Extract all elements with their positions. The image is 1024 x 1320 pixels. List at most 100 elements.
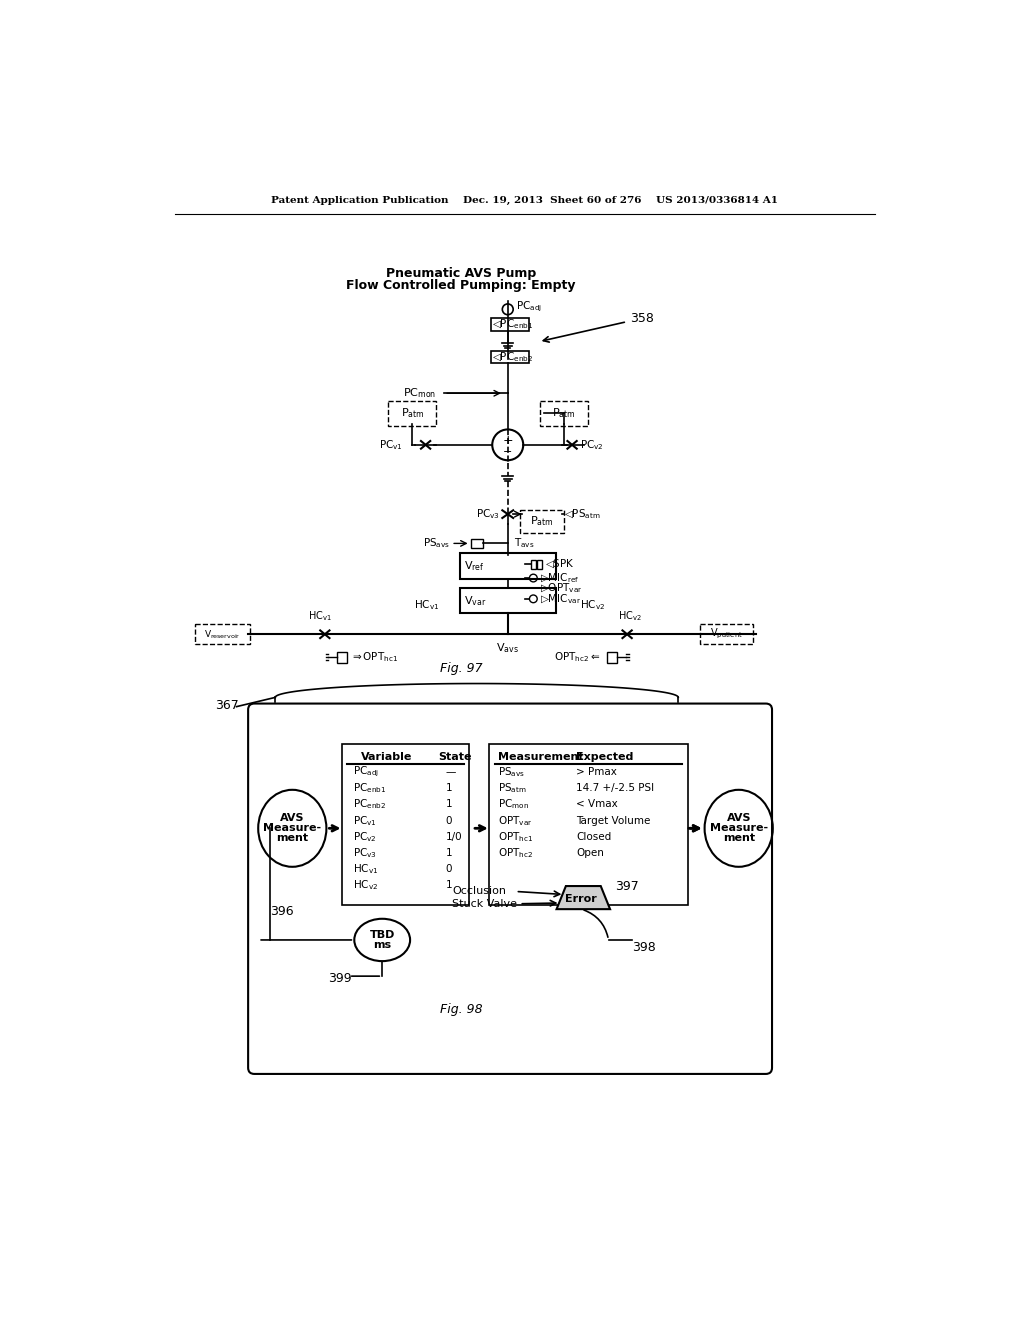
Text: ms: ms — [373, 940, 391, 950]
Text: Expected: Expected — [575, 752, 633, 763]
Text: V$_{\sf avs}$: V$_{\sf avs}$ — [497, 642, 519, 655]
Text: State: State — [438, 752, 471, 763]
Text: V$_{\sf var}$: V$_{\sf var}$ — [464, 594, 486, 609]
Text: Pneumatic AVS Pump: Pneumatic AVS Pump — [386, 268, 537, 280]
Text: P$_{\sf atm}$: P$_{\sf atm}$ — [552, 407, 575, 420]
Polygon shape — [557, 886, 610, 909]
FancyBboxPatch shape — [700, 624, 754, 644]
Text: −: − — [503, 446, 512, 457]
Text: V$_{\sf patient}$: V$_{\sf patient}$ — [710, 627, 742, 642]
Text: V$_{\sf reservoir}$: V$_{\sf reservoir}$ — [204, 628, 240, 640]
Text: 396: 396 — [270, 906, 294, 917]
Text: $\lhd$PC$_{\sf enb1}$: $\lhd$PC$_{\sf enb1}$ — [493, 317, 534, 331]
Text: +: + — [503, 434, 513, 447]
Text: TBD: TBD — [370, 929, 395, 940]
Text: HC$_{\sf v2}$: HC$_{\sf v2}$ — [352, 878, 378, 892]
Text: Fig. 98: Fig. 98 — [440, 1003, 482, 1016]
FancyBboxPatch shape — [520, 510, 563, 533]
FancyBboxPatch shape — [195, 624, 250, 644]
Text: ment: ment — [723, 833, 755, 843]
FancyBboxPatch shape — [388, 401, 436, 425]
FancyBboxPatch shape — [540, 401, 588, 425]
Text: T$_{\sf avs}$: T$_{\sf avs}$ — [514, 536, 535, 550]
Text: $\rhd$MIC$_{\sf var}$: $\rhd$MIC$_{\sf var}$ — [541, 593, 582, 606]
Text: Measure-: Measure- — [263, 824, 322, 833]
Text: 399: 399 — [328, 972, 351, 985]
Text: $\rhd$MIC$_{\sf ref}$: $\rhd$MIC$_{\sf ref}$ — [541, 572, 580, 585]
Text: > Pmax: > Pmax — [575, 767, 616, 777]
Text: < Vmax: < Vmax — [575, 800, 617, 809]
Text: PS$_{\sf atm}$: PS$_{\sf atm}$ — [499, 781, 527, 795]
Text: Occlusion: Occlusion — [452, 887, 506, 896]
Text: AVS: AVS — [726, 813, 751, 824]
FancyBboxPatch shape — [490, 351, 529, 363]
Text: —: — — [445, 767, 456, 777]
Text: PC$_{\sf v3}$: PC$_{\sf v3}$ — [476, 507, 500, 521]
FancyBboxPatch shape — [490, 318, 529, 331]
Text: PC$_{\sf v1}$: PC$_{\sf v1}$ — [352, 813, 377, 828]
Text: Patent Application Publication    Dec. 19, 2013  Sheet 60 of 276    US 2013/0336: Patent Application Publication Dec. 19, … — [271, 197, 778, 205]
Text: 358: 358 — [630, 312, 654, 325]
Text: Measurement: Measurement — [499, 752, 584, 763]
Bar — [531, 560, 536, 569]
Text: HC$_{\sf v2}$: HC$_{\sf v2}$ — [581, 598, 605, 612]
Text: PC$_{\sf v2}$: PC$_{\sf v2}$ — [352, 830, 377, 843]
Text: 1/0: 1/0 — [445, 832, 463, 842]
Text: P$_{\sf atm}$: P$_{\sf atm}$ — [530, 515, 554, 528]
Text: Variable: Variable — [360, 752, 412, 763]
Text: PC$_{\sf enb2}$: PC$_{\sf enb2}$ — [352, 797, 386, 812]
Text: 1: 1 — [445, 880, 453, 890]
Text: Error: Error — [565, 894, 597, 904]
Text: PC$_{\sf mon}$: PC$_{\sf mon}$ — [499, 797, 529, 812]
Text: $\lhd$PC$_{\sf enb2}$: $\lhd$PC$_{\sf enb2}$ — [493, 350, 534, 364]
Text: OPT$_{\sf var}$: OPT$_{\sf var}$ — [499, 813, 534, 828]
Text: Open: Open — [575, 847, 604, 858]
Text: HC$_{\sf v1}$: HC$_{\sf v1}$ — [308, 610, 332, 623]
Text: 1: 1 — [445, 783, 453, 793]
Text: V$_{\sf ref}$: V$_{\sf ref}$ — [464, 560, 484, 573]
Text: PC$_{\sf v3}$: PC$_{\sf v3}$ — [352, 846, 377, 859]
Bar — [337, 652, 347, 663]
Text: PC$_{\sf v2}$: PC$_{\sf v2}$ — [580, 438, 603, 451]
Text: Fig. 97: Fig. 97 — [440, 663, 482, 676]
FancyBboxPatch shape — [460, 553, 556, 578]
Text: OPT$_{\sf hc1}$: OPT$_{\sf hc1}$ — [499, 830, 534, 843]
FancyBboxPatch shape — [342, 743, 469, 904]
Text: 398: 398 — [632, 941, 655, 954]
Text: PC$_{\sf v1}$: PC$_{\sf v1}$ — [379, 438, 403, 451]
Text: P$_{\sf atm}$: P$_{\sf atm}$ — [400, 407, 424, 420]
Text: $\lhd$PS$_{\sf atm}$: $\lhd$PS$_{\sf atm}$ — [563, 507, 600, 521]
FancyBboxPatch shape — [460, 589, 556, 614]
Text: 397: 397 — [614, 879, 638, 892]
Text: OPT$_{\sf hc2}$: OPT$_{\sf hc2}$ — [499, 846, 534, 859]
Text: PC$_{\sf adj}$: PC$_{\sf adj}$ — [515, 300, 542, 314]
Text: 1: 1 — [445, 800, 453, 809]
Text: Closed: Closed — [575, 832, 611, 842]
Text: HC$_{\sf v1}$: HC$_{\sf v1}$ — [352, 862, 378, 876]
Text: 0: 0 — [445, 816, 453, 825]
Text: ment: ment — [276, 833, 308, 843]
Text: PC$_{\sf adj}$: PC$_{\sf adj}$ — [352, 764, 379, 779]
Text: $\rhd$OPT$_{\sf var}$: $\rhd$OPT$_{\sf var}$ — [541, 581, 583, 595]
Text: Target Volume: Target Volume — [575, 816, 650, 825]
Text: Stuck Valve: Stuck Valve — [452, 899, 517, 908]
Text: 0: 0 — [445, 865, 453, 874]
Text: $\lhd$SPK: $\lhd$SPK — [545, 558, 574, 570]
Text: Flow Controlled Pumping: Empty: Flow Controlled Pumping: Empty — [346, 279, 575, 292]
FancyBboxPatch shape — [248, 704, 772, 1074]
Bar — [538, 560, 542, 569]
Text: AVS: AVS — [280, 813, 304, 824]
Text: OPT$_{\sf hc2}$$\Leftarrow$: OPT$_{\sf hc2}$$\Leftarrow$ — [554, 651, 601, 664]
Text: HC$_{\sf v2}$: HC$_{\sf v2}$ — [618, 610, 642, 623]
Text: PS$_{\sf avs}$: PS$_{\sf avs}$ — [499, 766, 525, 779]
Text: PC$_{\sf enb1}$: PC$_{\sf enb1}$ — [352, 781, 386, 795]
Text: 367: 367 — [215, 698, 239, 711]
FancyBboxPatch shape — [489, 743, 687, 904]
Text: HC$_{\sf v1}$: HC$_{\sf v1}$ — [414, 598, 439, 612]
Text: 14.7 +/-2.5 PSI: 14.7 +/-2.5 PSI — [575, 783, 654, 793]
Text: Measure-: Measure- — [710, 824, 768, 833]
FancyBboxPatch shape — [471, 539, 483, 548]
Text: PC$_{\sf mon}$: PC$_{\sf mon}$ — [403, 387, 436, 400]
Text: 1: 1 — [445, 847, 453, 858]
Text: PS$_{\sf avs}$: PS$_{\sf avs}$ — [423, 536, 450, 550]
